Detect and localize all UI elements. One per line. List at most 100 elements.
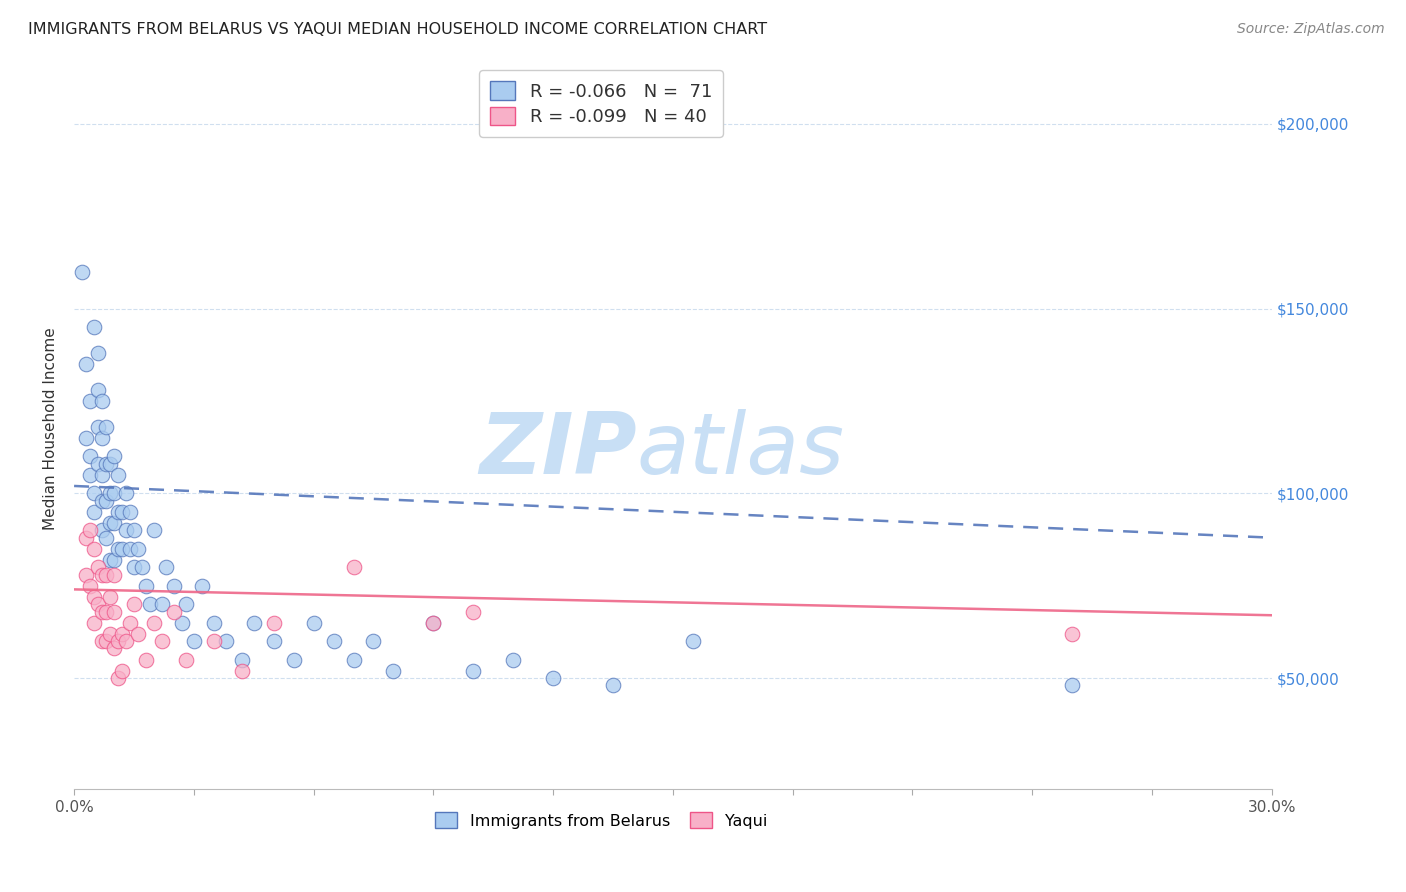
Point [94,420,117,434]
Point [75,567,97,582]
Point [155,560,177,574]
Point [541,671,564,685]
Point [98,553,121,567]
Point [174,652,197,666]
Point [83,505,105,519]
Point [342,652,364,666]
Point [91,431,114,445]
Point [163,579,186,593]
Point [107,634,129,648]
Point [382,664,405,678]
Point [142,523,165,537]
Point [83,541,105,556]
Point [135,579,157,593]
Point [463,605,485,619]
Point [163,605,186,619]
Point [115,523,138,537]
Point [94,457,117,471]
Point [111,626,134,640]
Point [118,505,141,519]
Point [75,531,97,545]
Point [463,664,485,678]
Point [87,383,110,397]
Point [107,467,129,482]
Point [150,597,173,611]
Point [1060,678,1083,692]
Point [91,523,114,537]
Point [150,634,173,648]
Point [79,394,101,409]
Point [70,265,93,279]
Point [131,560,153,574]
Point [111,664,134,678]
Point [118,615,141,630]
Point [322,634,344,648]
Point [342,560,364,574]
Point [363,634,385,648]
Point [263,615,285,630]
Point [1060,626,1083,640]
Point [103,641,125,656]
Point [94,531,117,545]
Point [263,634,285,648]
Point [111,505,134,519]
Point [91,634,114,648]
Point [98,486,121,500]
Point [242,615,264,630]
Point [94,567,117,582]
Point [79,467,101,482]
Point [75,431,97,445]
Point [122,523,145,537]
Point [98,516,121,530]
Point [191,579,214,593]
Point [103,567,125,582]
Point [98,457,121,471]
Text: atlas: atlas [637,409,845,491]
Point [83,615,105,630]
Point [79,579,101,593]
Point [98,590,121,604]
Point [87,420,110,434]
Point [91,567,114,582]
Point [94,493,117,508]
Point [91,493,114,508]
Point [79,450,101,464]
Point [107,505,129,519]
Point [111,541,134,556]
Point [107,671,129,685]
Point [83,320,105,334]
Text: ZIP: ZIP [479,409,637,491]
Legend: Immigrants from Belarus, Yaqui: Immigrants from Belarus, Yaqui [429,805,773,835]
Point [103,486,125,500]
Point [103,605,125,619]
Point [91,394,114,409]
Point [91,605,114,619]
Point [103,450,125,464]
Point [682,634,704,648]
Point [135,652,157,666]
Point [502,652,524,666]
Point [91,467,114,482]
Point [87,457,110,471]
Point [170,615,193,630]
Point [142,615,165,630]
Point [83,590,105,604]
Point [302,615,325,630]
Point [118,541,141,556]
Point [98,626,121,640]
Y-axis label: Median Household Income: Median Household Income [44,327,58,530]
Point [87,346,110,360]
Point [103,516,125,530]
Point [122,560,145,574]
Point [94,605,117,619]
Point [231,652,253,666]
Point [422,615,444,630]
Text: Source: ZipAtlas.com: Source: ZipAtlas.com [1237,22,1385,37]
Text: IMMIGRANTS FROM BELARUS VS YAQUI MEDIAN HOUSEHOLD INCOME CORRELATION CHART: IMMIGRANTS FROM BELARUS VS YAQUI MEDIAN … [28,22,768,37]
Point [183,634,205,648]
Point [103,553,125,567]
Point [83,486,105,500]
Point [139,597,162,611]
Point [115,634,138,648]
Point [75,357,97,371]
